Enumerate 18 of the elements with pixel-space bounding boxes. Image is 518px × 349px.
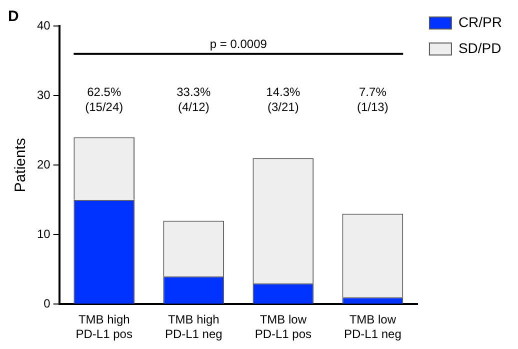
chart-title: D: [8, 8, 19, 26]
y-tick-label: 10: [36, 226, 51, 241]
legend-label: SD/PD: [458, 40, 502, 56]
annotation: 62.5% (15/24): [85, 85, 124, 114]
y-tick-label: 20: [36, 157, 51, 172]
x-tick-label: TMB high PD-L1 neg: [164, 312, 222, 342]
y-axis-title: Patients: [12, 138, 30, 192]
annotation: 14.3% (3/21): [266, 85, 300, 114]
x-tick-label: TMB low PD-L1 pos: [254, 312, 312, 342]
y-tick-label: 40: [36, 18, 51, 32]
x-tick-label: TMB high PD-L1 pos: [76, 312, 132, 342]
y-tick-label: 30: [36, 88, 51, 102]
y-tick-label: 0: [44, 296, 51, 311]
annotation: 7.7% (1/13): [357, 85, 388, 114]
legend-label: CR/PR: [458, 14, 502, 30]
x-tick-label: TMB low PD-L1 neg: [344, 312, 402, 342]
annotation: 33.3% (4/12): [176, 85, 211, 114]
annotation: p = 0.0009: [210, 36, 268, 51]
